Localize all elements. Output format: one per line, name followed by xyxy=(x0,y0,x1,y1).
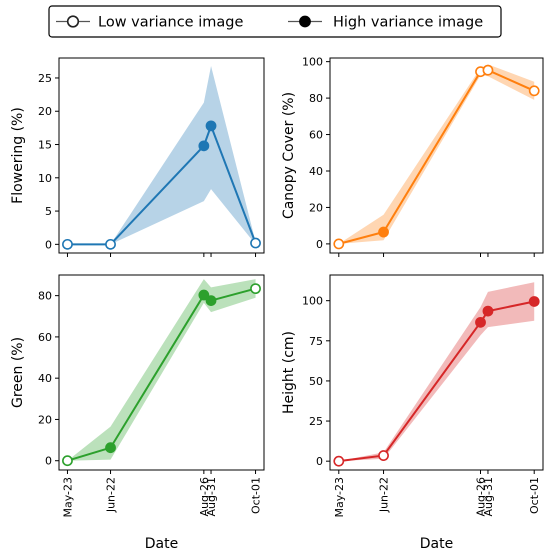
data-point-low-variance xyxy=(333,238,345,250)
y-tick-label: 20 xyxy=(38,413,52,426)
legend-frame xyxy=(48,5,502,38)
data-point-high-variance xyxy=(105,442,116,454)
y-tick-label: 40 xyxy=(38,372,52,385)
data-point-low-variance xyxy=(250,283,261,295)
y-axis-label: Green (%) xyxy=(10,337,26,408)
axes-frame xyxy=(58,274,265,471)
y-tick-label: 20 xyxy=(38,105,52,118)
x-tick-label: May-23 xyxy=(333,477,346,518)
data-point-high-variance xyxy=(205,120,217,132)
y-tick-label: 50 xyxy=(309,375,323,388)
legend-item-high-variance: High variance image xyxy=(288,15,483,31)
y-tick-label: 80 xyxy=(309,92,323,105)
y-axis-label: Height (cm) xyxy=(281,331,297,414)
axes-frame xyxy=(329,274,544,471)
series-line xyxy=(338,300,535,463)
axes-frame xyxy=(58,57,265,254)
data-point-high-variance xyxy=(378,226,389,238)
y-tick-label: 25 xyxy=(309,415,323,428)
data-point-low-variance xyxy=(482,64,494,76)
legend-label-high: High variance image xyxy=(333,15,483,31)
y-tick-label: 60 xyxy=(309,129,323,142)
x-tick-label: Jun-22 xyxy=(378,477,391,513)
subplot-flowering: 0 5 10 15 20 25 Flowering (%) xyxy=(10,57,265,257)
y-tick-label: 20 xyxy=(309,201,323,214)
y-tick-label: 0 xyxy=(316,455,323,468)
x-tick-label: Oct-01 xyxy=(250,477,263,514)
confidence-band xyxy=(338,282,535,462)
y-tick-label: 5 xyxy=(45,205,52,218)
y-tick-label: 100 xyxy=(302,56,323,69)
y-tick-label: 0 xyxy=(45,455,52,468)
data-point-low-variance xyxy=(528,85,540,97)
y-tick-label: 80 xyxy=(38,290,52,303)
data-point-low-variance xyxy=(62,238,73,250)
series-line xyxy=(67,287,256,462)
data-point-high-variance xyxy=(205,295,217,306)
data-point-high-variance xyxy=(482,305,494,317)
confidence-band xyxy=(67,279,256,461)
data-point-low-variance xyxy=(333,455,345,467)
y-tick-label: 75 xyxy=(309,335,323,348)
data-point-high-variance xyxy=(475,316,486,328)
data-point-low-variance xyxy=(250,237,261,249)
legend-item-low-variance: Low variance image xyxy=(56,15,243,31)
subplot-canopy: 0 20 40 60 80 100 Canopy Cover (%) xyxy=(281,56,544,257)
x-tick-label: Aug-26 xyxy=(198,477,211,516)
legend-label-low: Low variance image xyxy=(98,15,243,31)
y-tick-label: 100 xyxy=(302,295,323,308)
x-tick-label: Aug-26 xyxy=(475,477,488,516)
x-axis-label: Date xyxy=(145,536,178,552)
x-tick-label: Aug-31 xyxy=(482,477,495,516)
series-line xyxy=(338,69,535,245)
y-tick-label: 25 xyxy=(38,72,52,85)
x-tick-label: Jun-22 xyxy=(105,477,118,513)
confidence-band xyxy=(67,65,256,245)
y-axis-label: Canopy Cover (%) xyxy=(281,92,297,219)
data-point-high-variance xyxy=(198,140,210,152)
open-circle-marker-icon xyxy=(66,15,80,28)
x-tick-label: May-23 xyxy=(61,477,74,518)
data-point-low-variance xyxy=(62,455,73,467)
filled-circle-marker-icon xyxy=(299,15,311,28)
data-point-high-variance xyxy=(198,289,210,301)
y-tick-label: 0 xyxy=(316,238,323,251)
y-tick-label: 60 xyxy=(38,331,52,344)
data-point-low-variance xyxy=(105,238,116,250)
confidence-band xyxy=(338,64,535,244)
x-tick-label: Oct-01 xyxy=(528,477,541,514)
x-tick-label: Aug-31 xyxy=(205,477,218,516)
y-tick-label: 0 xyxy=(45,238,52,251)
y-tick-label: 15 xyxy=(38,139,52,152)
data-point-low-variance xyxy=(378,450,389,461)
data-point-high-variance xyxy=(528,296,540,307)
x-axis-label: Date xyxy=(420,536,453,552)
subplots: 0 5 10 15 20 25 Flowering (%) 0 20 40 60 80 100 Canop… xyxy=(10,56,544,552)
legend: Low variance image High variance image xyxy=(48,5,502,38)
y-tick-label: 10 xyxy=(38,172,52,185)
axes-frame xyxy=(329,57,544,254)
y-axis-label: Flowering (%) xyxy=(10,107,26,204)
y-tick-label: 40 xyxy=(309,165,323,178)
